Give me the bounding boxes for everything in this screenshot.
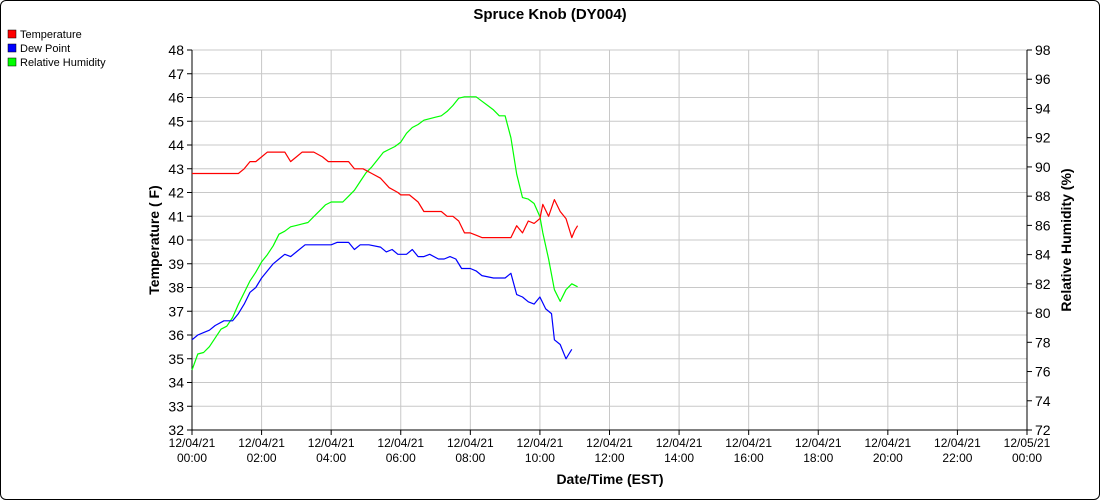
legend-item-relative-humidity: Relative Humidity <box>7 57 106 69</box>
x-tick-time: 20:00 <box>873 451 903 465</box>
y-tick-label: 33 <box>168 398 184 414</box>
x-tick-time: 16:00 <box>734 451 764 465</box>
y-tick-label: 40 <box>168 232 184 248</box>
legend-swatch-dew-point <box>7 43 17 53</box>
y-tick-label: 43 <box>168 161 184 177</box>
x-tick-time: 22:00 <box>942 451 972 465</box>
y-tick-label: 45 <box>168 113 184 129</box>
y-tick-label: 48 <box>168 42 184 58</box>
y2-tick-label: 90 <box>1035 159 1051 175</box>
legend: Temperature Dew Point Relative Humidity <box>7 29 106 69</box>
y-tick-label: 34 <box>168 375 184 391</box>
legend-swatch-temperature <box>7 29 17 39</box>
y-axis-title: Temperature ( F) <box>146 185 162 294</box>
x-tick-date: 12/04/21 <box>725 436 772 450</box>
x-tick-time: 18:00 <box>803 451 833 465</box>
y-tick-label: 36 <box>168 327 184 343</box>
y2-tick-label: 86 <box>1035 217 1051 233</box>
grid <box>191 49 1028 431</box>
x-tick-date: 12/04/21 <box>238 436 285 450</box>
y-tick-label: 44 <box>168 137 184 153</box>
series-lines <box>191 96 579 371</box>
x-tick-date: 12/04/21 <box>377 436 424 450</box>
series-line-dew-point <box>191 241 573 360</box>
x-tick-time: 06:00 <box>386 451 416 465</box>
y2-tick-label: 84 <box>1035 247 1051 263</box>
y2-tick-label: 96 <box>1035 71 1051 87</box>
legend-swatch-relative-humidity <box>7 57 17 67</box>
x-tick-date: 12/04/21 <box>795 436 842 450</box>
legend-label-temperature: Temperature <box>20 29 82 41</box>
y2-tick-label: 92 <box>1035 130 1051 146</box>
x-tick-date: 12/04/21 <box>169 436 216 450</box>
x-tick-date: 12/04/21 <box>447 436 494 450</box>
x-tick-time: 04:00 <box>316 451 346 465</box>
series-line-temperature <box>192 151 579 239</box>
y2-tick-label: 76 <box>1035 364 1051 380</box>
x-tick-date: 12/04/21 <box>864 436 911 450</box>
y-tick-label: 35 <box>168 351 184 367</box>
y-tick-label: 41 <box>168 208 184 224</box>
y2-tick-label: 78 <box>1035 334 1051 350</box>
x-tick-date: 12/04/21 <box>586 436 633 450</box>
y2-tick-label: 72 <box>1035 422 1051 438</box>
legend-label-dew-point: Dew Point <box>20 43 70 55</box>
y2-tick-label: 94 <box>1035 100 1051 116</box>
y-tick-label: 46 <box>168 90 184 106</box>
x-tick-date: 12/05/21 <box>1004 436 1051 450</box>
x-tick-date: 12/04/21 <box>517 436 564 450</box>
x-axis-title: Date/Time (EST) <box>556 471 663 487</box>
y-tick-label: 39 <box>168 256 184 272</box>
axes: 32 33 34 35 36 37 38 39 40 41 42 43 44 45 46 47 48 72 74 76… <box>168 42 1050 465</box>
x-tick-time: 12:00 <box>594 451 624 465</box>
x-tick-time: 02:00 <box>247 451 277 465</box>
legend-item-temperature: Temperature <box>7 29 82 41</box>
x-tick-date: 12/04/21 <box>308 436 355 450</box>
x-tick-date: 12/04/21 <box>934 436 981 450</box>
x-tick-time: 00:00 <box>1012 451 1042 465</box>
x-tick-time: 08:00 <box>455 451 485 465</box>
y-tick-label: 38 <box>168 280 184 296</box>
y2-tick-label: 80 <box>1035 305 1051 321</box>
legend-label-relative-humidity: Relative Humidity <box>20 57 106 69</box>
y-tick-label: 32 <box>168 422 184 438</box>
y2-tick-label: 98 <box>1035 42 1051 58</box>
x-tick-date: 12/04/21 <box>656 436 703 450</box>
y2-axis-title: Relative Humidity (%) <box>1058 168 1074 311</box>
y2-tick-label: 88 <box>1035 188 1051 204</box>
y-tick-label: 37 <box>168 303 184 319</box>
x-tick-time: 14:00 <box>664 451 694 465</box>
y2-tick-label: 74 <box>1035 393 1051 409</box>
series-line-relative-humidity <box>191 96 578 371</box>
chart-title: Spruce Knob (DY004) <box>473 6 626 23</box>
x-tick-time: 10:00 <box>525 451 555 465</box>
y2-tick-label: 82 <box>1035 276 1051 292</box>
legend-item-dew-point: Dew Point <box>7 43 70 55</box>
y-tick-label: 42 <box>168 185 184 201</box>
y-tick-label: 47 <box>168 66 184 82</box>
x-tick-time: 00:00 <box>177 451 207 465</box>
